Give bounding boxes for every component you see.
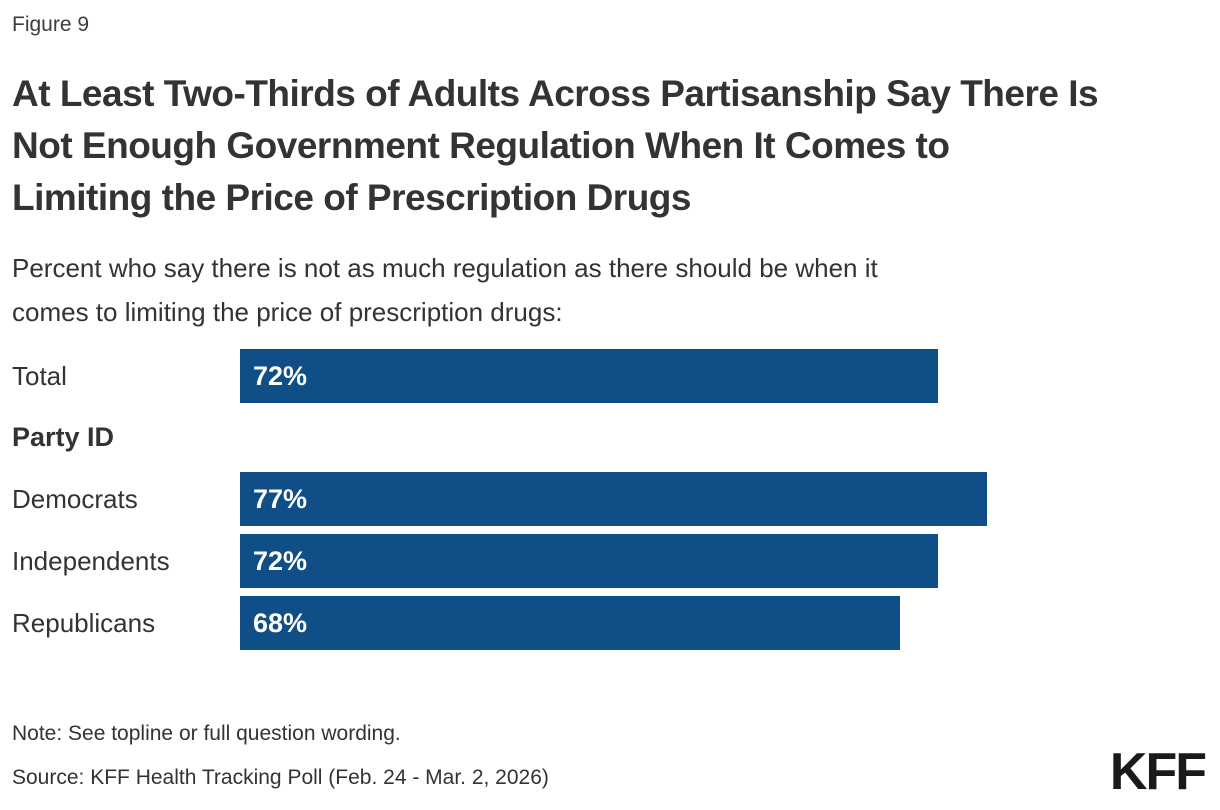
- note-text: Note: See topline or full question wordi…: [12, 722, 401, 745]
- source-text: Source: KFF Health Tracking Poll (Feb. 2…: [12, 766, 549, 789]
- kff-logo: KFF: [1109, 743, 1207, 801]
- figure-label: Figure 9: [12, 13, 90, 36]
- row-label-republicans: Republicans: [12, 607, 156, 638]
- section-label-party-id: Party ID: [12, 422, 115, 452]
- bar-chart: Total 72% Party ID Democrats 77% Indepen…: [0, 349, 1220, 651]
- bar-value-republicans: 68%: [253, 607, 308, 638]
- chart-title-line-2: Not Enough Government Regulation When It…: [12, 125, 950, 166]
- chart-title: At Least Two-Thirds of Adults Across Par…: [12, 68, 1212, 224]
- chart-subtitle-line-2: comes to limiting the price of prescript…: [12, 297, 563, 327]
- row-label-democrats: Democrats: [12, 483, 138, 514]
- chart-row-democrats: Democrats 77%: [0, 472, 1220, 526]
- chart-row-independents: Independents 72%: [0, 534, 1220, 588]
- bar-democrats: 77%: [240, 472, 987, 526]
- chart-subtitle-line-1: Percent who say there is not as much reg…: [12, 253, 878, 283]
- bar-total: 72%: [240, 349, 939, 403]
- bar-value-total: 72%: [253, 360, 308, 391]
- chart-row-total: Total 72%: [0, 349, 1220, 403]
- bar-independents: 72%: [240, 534, 939, 588]
- bar-republicans: 68%: [240, 596, 900, 650]
- chart-row-republicans: Republicans 68%: [0, 596, 1220, 650]
- row-label-total: Total: [12, 360, 67, 391]
- bar-value-democrats: 77%: [253, 483, 308, 514]
- chart-title-line-1: At Least Two-Thirds of Adults Across Par…: [12, 73, 1099, 114]
- bar-value-independents: 72%: [253, 545, 308, 576]
- chart-title-line-3: Limiting the Price of Prescription Drugs: [12, 177, 692, 218]
- row-label-independents: Independents: [12, 545, 170, 576]
- chart-subtitle: Percent who say there is not as much reg…: [12, 246, 1192, 334]
